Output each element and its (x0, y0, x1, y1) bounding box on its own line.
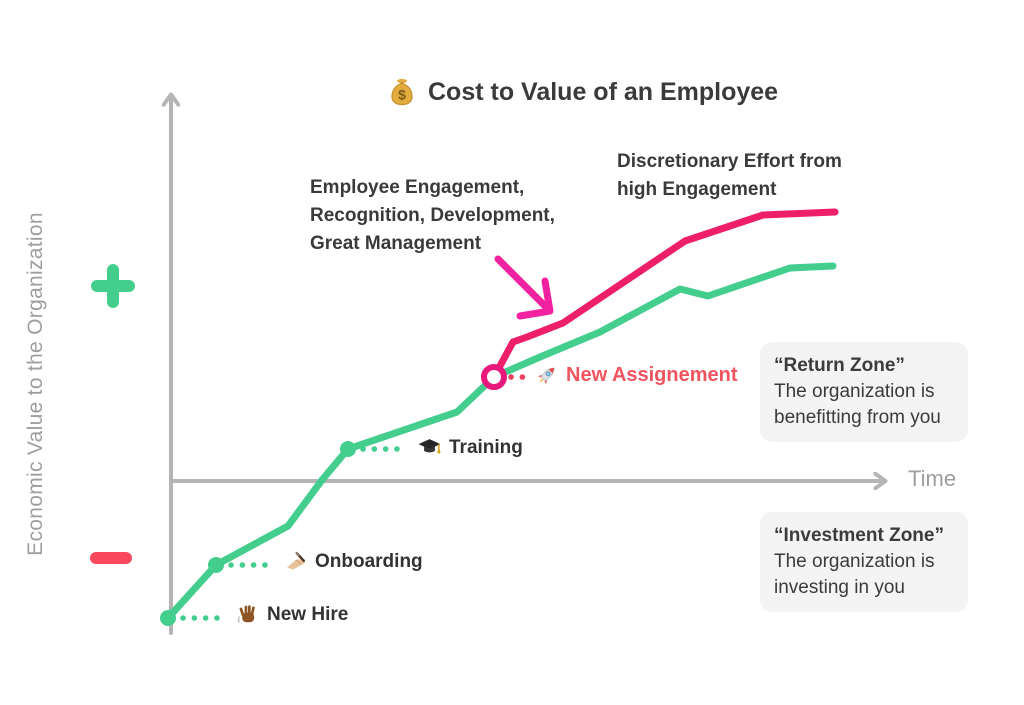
rocket-icon (537, 367, 555, 385)
x-axis-label: Time (908, 466, 957, 491)
milestone-text: New Hire (267, 604, 349, 625)
annotation-line: Discretionary Effort from (617, 151, 842, 172)
return-zone-callout: “Return Zone” The organization is benefi… (760, 342, 968, 442)
milestone-text: Training (449, 436, 523, 458)
milestone-label-onboarding: Onboarding (284, 550, 423, 574)
milestone-text: Onboarding (315, 551, 423, 572)
milestone-label-new-hire: New Hire (236, 603, 348, 627)
graduation-cap-icon (418, 439, 441, 454)
annotation-arrow-shaft (494, 255, 551, 312)
milestone-dot (160, 610, 176, 626)
new-assignement-marker (481, 364, 507, 390)
annotation-line: Employee Engagement, (310, 177, 525, 198)
page-title: $ Cost to Value of an Employee (386, 76, 778, 108)
annotation-line: high Engagement (617, 179, 777, 200)
money-bag-icon: $ (391, 78, 413, 106)
svg-text:$: $ (398, 87, 406, 103)
callout-line: The organization is (774, 381, 935, 402)
page-title-text: Cost to Value of an Employee (428, 77, 779, 106)
discretionary-effort-line (490, 208, 839, 381)
plus-sign (91, 264, 135, 308)
callout-line: investing in you (774, 577, 905, 598)
callout-line: The organization is (774, 551, 935, 572)
discretionary-annotation: Discretionary Effort from high Engagemen… (617, 148, 842, 204)
writing-hand-icon (287, 551, 305, 570)
callout-title: “Investment Zone” (774, 525, 944, 546)
waving-hand-icon (237, 605, 255, 623)
milestone-text: New Assignement (566, 364, 738, 386)
annotation-arrow-head (516, 277, 554, 320)
milestone-dot (208, 557, 224, 573)
engagement-annotation: Employee Engagement, Recognition, Develo… (310, 174, 555, 258)
milestone-dot (340, 441, 356, 457)
y-axis-label: Economic Value to the Organization (24, 212, 47, 556)
milestone-label-new-assignement: New Assignement (534, 363, 738, 388)
annotation-line: Recognition, Development, (310, 205, 555, 226)
callout-line: benefitting from you (774, 407, 941, 428)
investment-zone-callout: “Investment Zone” The organization is in… (760, 512, 968, 612)
annotation-line: Great Management (310, 233, 482, 254)
callout-title: “Return Zone” (774, 355, 905, 376)
milestone-label-training: Training (417, 435, 523, 460)
